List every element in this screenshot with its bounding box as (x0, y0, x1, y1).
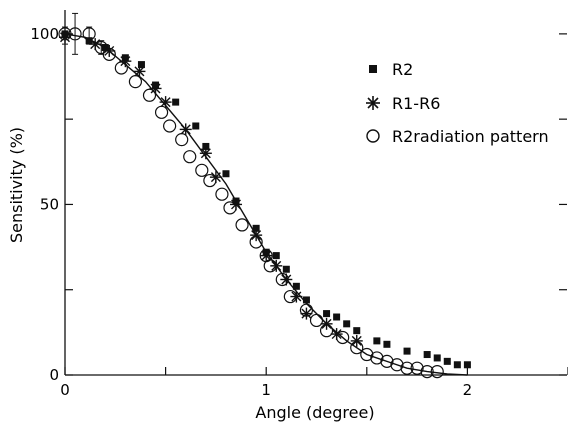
r1-r6-point (230, 198, 243, 211)
r1-r6-point (159, 96, 172, 109)
r2-point (323, 310, 331, 318)
r2-point (252, 224, 260, 232)
r2-radiation-point (128, 75, 143, 89)
r1-r6-point (350, 334, 363, 347)
r1-r6-point (59, 31, 71, 44)
r1-r6-point (330, 328, 343, 341)
r2-point (373, 337, 381, 345)
r2-point (443, 357, 451, 365)
r2-point (333, 313, 341, 321)
r2-point (353, 327, 361, 335)
legend-item-r1-r6: R1-R6 (366, 94, 440, 113)
r2-point (222, 170, 230, 178)
r1-r6-point (199, 147, 212, 160)
r2-radiation-point (235, 218, 249, 232)
r2-point (302, 296, 310, 304)
r1-r6-point (320, 317, 333, 330)
legend-item-r2: R2 (369, 60, 413, 79)
legend-item-r2-radiation-pattern: R2radiation pattern (366, 127, 549, 146)
r2-point (192, 122, 200, 130)
r2-radiation-point (420, 364, 434, 379)
x-tick-label: 2 (463, 381, 473, 399)
y-tick-label: 0 (49, 366, 59, 384)
r2-point (85, 37, 93, 45)
fit-curve-line (64, 33, 468, 376)
r2-radiation-point (309, 313, 324, 328)
r2-radiation-point (154, 105, 169, 119)
legend-label-r2-radiation-pattern: R2radiation pattern (392, 127, 549, 146)
r1-r6-point (179, 123, 192, 136)
x-axis-label: Angle (degree) (255, 403, 374, 422)
r2-radiation-point (163, 119, 177, 133)
r2-point (137, 61, 145, 69)
r2-point (343, 320, 351, 328)
r1-r6-point (250, 229, 263, 242)
r2-point (292, 282, 300, 290)
r2-radiation-point (410, 361, 424, 375)
r2-point (202, 142, 210, 150)
axis-ticks: 0 1 2 0 50 100 (30, 25, 568, 399)
r2-point (453, 361, 461, 369)
y-axis-label: Sensitivity (%) (7, 127, 26, 243)
y-tick-label: 100 (30, 25, 59, 43)
fit-curve (64, 33, 468, 376)
y-tick-label: 50 (40, 195, 59, 213)
r1-r6-point (209, 171, 222, 184)
r1-r6-point (119, 55, 132, 68)
r2-radiation-point (142, 88, 157, 102)
r1-r6-point (270, 259, 283, 272)
r1-r6-point (300, 307, 313, 320)
r1-r6-point (260, 249, 273, 262)
r1-r6-point (149, 82, 162, 95)
legend: R2 R1-R6 R2radiation pattern (366, 60, 549, 146)
r2-radiation-point (360, 347, 374, 362)
r2-radiation-point (390, 358, 404, 372)
legend-marker-r2 (369, 65, 377, 73)
legend-label-r1-r6: R1-R6 (392, 94, 440, 113)
r2-point (282, 265, 290, 273)
r2-radiation-point (215, 187, 229, 201)
legend-marker-r2-radiation-pattern (366, 129, 380, 143)
r2-radiation-point (114, 61, 128, 75)
r1-r6-point (280, 273, 293, 286)
r2-radiation-point (380, 354, 394, 368)
r2-radiation-point (183, 150, 197, 164)
r2-radiation-point (400, 361, 414, 375)
x-tick-label: 0 (60, 381, 70, 399)
legend-marker-r1-r6 (366, 96, 380, 110)
legend-label-r2: R2 (392, 60, 413, 79)
r2-point (383, 340, 391, 348)
r2-radiation-point (203, 173, 217, 188)
r2-point (272, 252, 280, 260)
r2-point (403, 347, 411, 355)
x-tick-label: 1 (261, 381, 271, 399)
r1-r6-point (290, 290, 303, 303)
r2-point (423, 351, 431, 359)
r1-r6-point (89, 38, 102, 51)
r2-point (433, 354, 441, 362)
r2-radiation-point (175, 133, 189, 147)
r2-point (463, 361, 471, 369)
r1-r6-point (133, 65, 146, 78)
r1-r6-point (103, 44, 116, 57)
r2-radiation-point (370, 351, 384, 365)
r2-radiation-point (430, 364, 444, 379)
r2-point (172, 98, 180, 106)
r2-radiation-point (195, 163, 209, 177)
data-marks (58, 27, 471, 379)
plot-frame (64, 10, 567, 376)
